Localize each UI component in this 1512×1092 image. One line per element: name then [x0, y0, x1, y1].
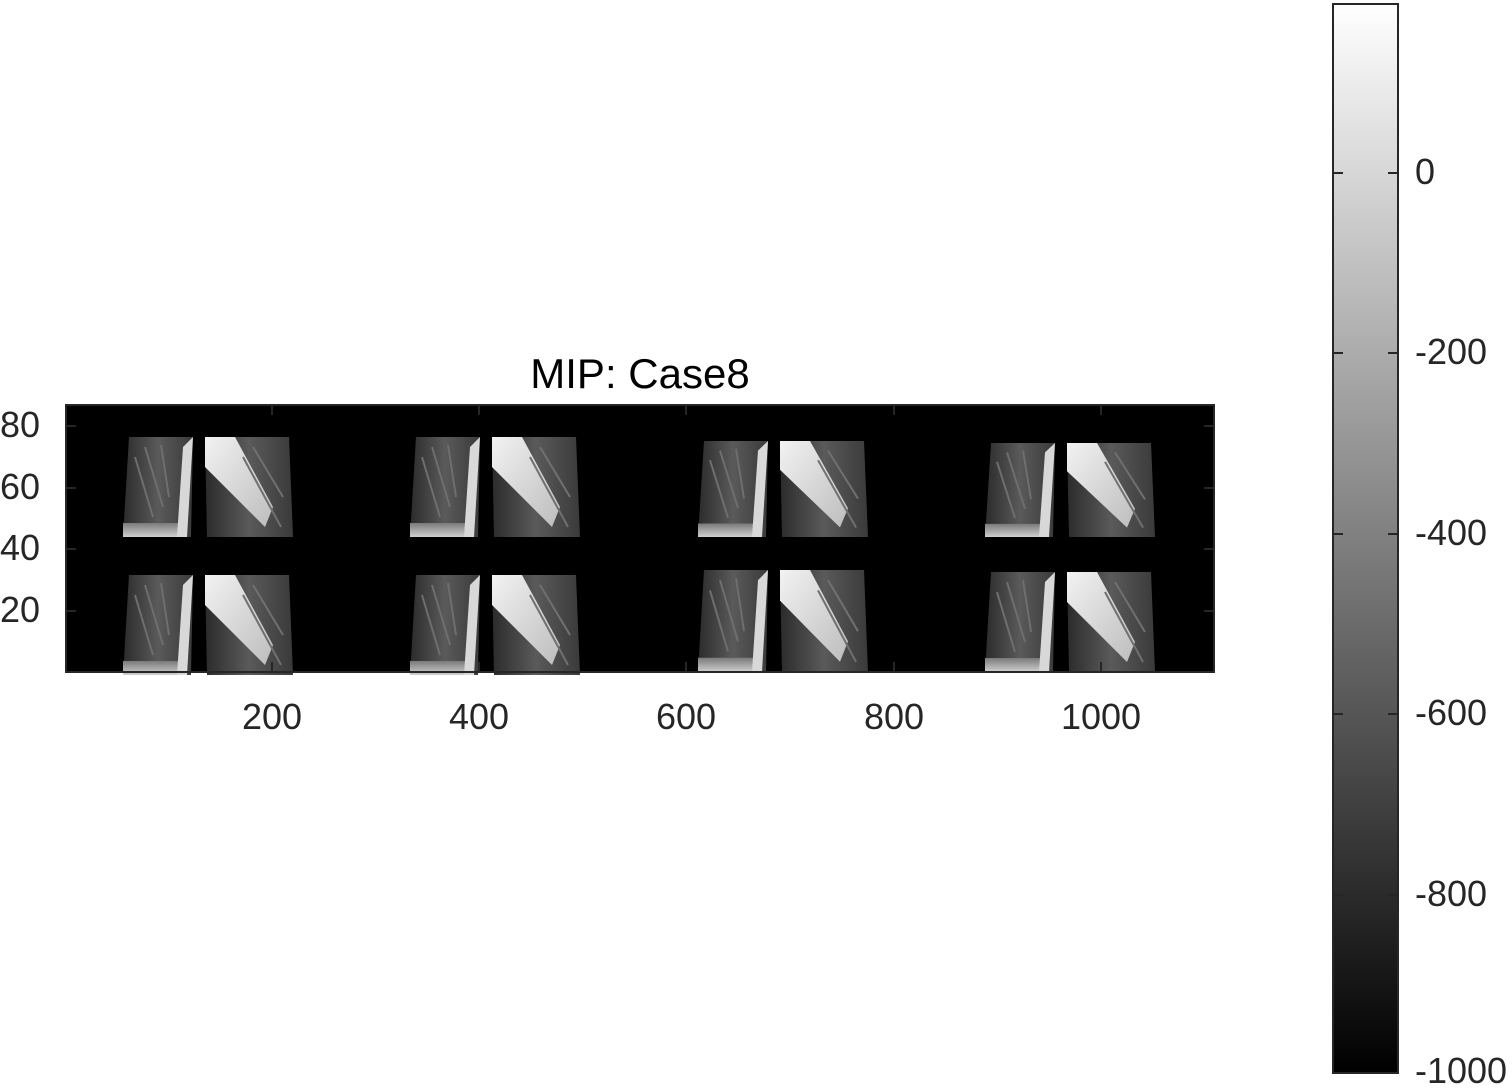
colorbar [1332, 3, 1399, 1074]
tile-r1-c3 [697, 440, 869, 538]
tile-r2-c2 [409, 574, 581, 676]
tile-r2-c3 [696, 568, 870, 674]
x-tick-label: 800 [863, 696, 925, 737]
colorbar-tick-label: -1000 [1415, 1050, 1508, 1091]
x-tick-label: 400 [448, 696, 510, 737]
tile-r2-c1 [122, 574, 294, 676]
tile-r1-c4 [984, 442, 1156, 538]
x-tick-label: 1000 [1060, 696, 1142, 737]
y-tick-marks [66, 425, 1214, 612]
tile-r2-c4 [984, 571, 1156, 673]
x-tick-label: 200 [241, 696, 303, 737]
tile-r1-c2 [409, 436, 581, 538]
colorbar-tick-label: -800 [1415, 873, 1488, 914]
plot-title: MIP: Case8 [530, 350, 750, 397]
colorbar-tick-label: -600 [1415, 692, 1488, 733]
colorbar-tick-marks [1333, 172, 1398, 896]
y-tick-label: 60 [0, 466, 41, 507]
x-tick-marks [271, 405, 1102, 672]
y-tick-label: 20 [0, 589, 41, 630]
y-tick-label: 80 [0, 404, 41, 445]
x-tick-label: 600 [655, 696, 717, 737]
colorbar-tick-label: -200 [1415, 331, 1488, 372]
colorbar-tick-label: 0 [1415, 151, 1436, 192]
tile-r1-c1 [122, 436, 294, 538]
y-tick-label: 40 [0, 527, 41, 568]
colorbar-tick-label: -400 [1415, 512, 1488, 553]
